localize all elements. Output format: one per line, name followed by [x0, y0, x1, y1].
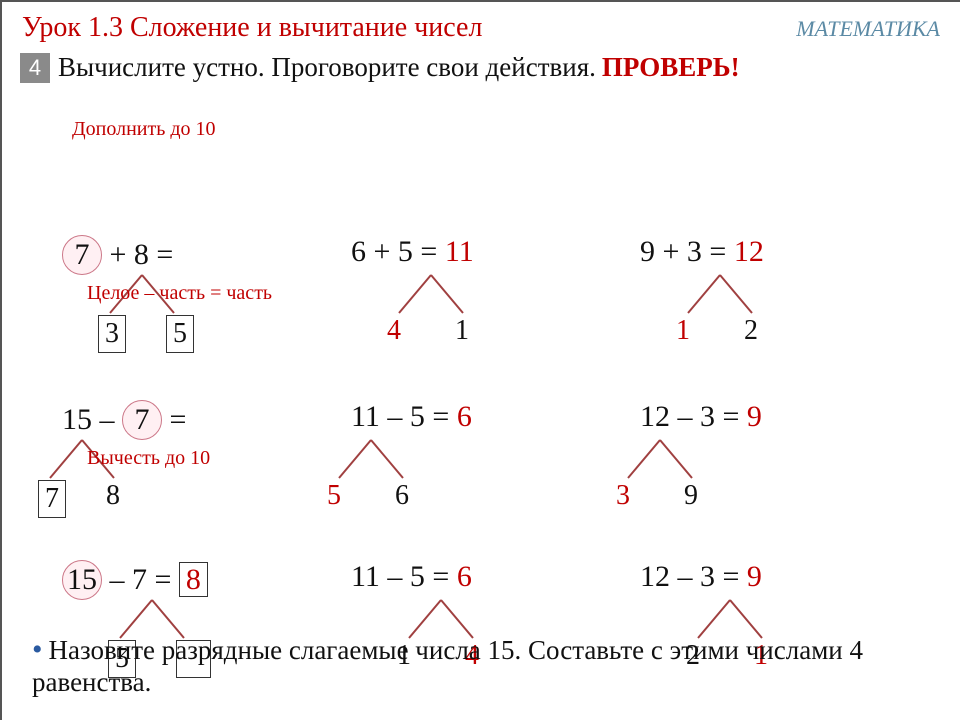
- split-right: 2: [744, 315, 758, 347]
- operand-b: 5: [410, 400, 425, 433]
- operand-b: 5: [410, 560, 425, 593]
- operand-a: 12: [640, 560, 670, 593]
- operand-a: 6: [351, 235, 366, 268]
- equals: =: [432, 400, 449, 433]
- expression: 12 – 3 = 9: [640, 560, 762, 594]
- operator: –: [387, 400, 402, 433]
- split-left: 3: [98, 315, 126, 353]
- split-left: 7: [38, 480, 66, 518]
- problem-cell: 12 – 3 = 939: [640, 388, 920, 528]
- answer: 12: [734, 235, 764, 268]
- split-right: 5: [166, 315, 194, 353]
- operator: +: [110, 238, 127, 271]
- task-number-badge: 4: [20, 53, 50, 83]
- operator: +: [663, 235, 680, 268]
- operand-a: 15: [62, 403, 92, 436]
- problem-cell: 11 – 5 = 656: [351, 388, 631, 528]
- answer: 6: [457, 560, 472, 593]
- expression: 9 + 3 = 12: [640, 235, 764, 269]
- expression: 12 – 3 = 9: [640, 400, 762, 434]
- operator: +: [374, 235, 391, 268]
- subject-label: МАТЕМАТИКА: [796, 16, 940, 42]
- equals: =: [723, 400, 740, 433]
- equals: =: [156, 238, 173, 271]
- split-right: 8: [106, 480, 120, 512]
- task-text: Вычислите устно. Проговорите свои действ…: [58, 52, 596, 83]
- answer: 9: [747, 560, 762, 593]
- operand-b: 8: [134, 238, 149, 271]
- equals: =: [723, 560, 740, 593]
- split-left: 4: [387, 315, 401, 347]
- check-label: ПРОВЕРЬ!: [602, 52, 740, 83]
- operand-b: 7: [132, 563, 147, 596]
- operand-b: 3: [700, 400, 715, 433]
- operand-a: 11: [351, 560, 380, 593]
- operand-b: 3: [700, 560, 715, 593]
- answer: 8: [179, 562, 208, 597]
- operand-a: 11: [351, 400, 380, 433]
- operand-a: 12: [640, 400, 670, 433]
- equals: =: [170, 403, 187, 436]
- hint-2: Целое – часть = часть: [87, 282, 272, 305]
- answer: 6: [457, 400, 472, 433]
- split-left: 5: [327, 480, 341, 512]
- lesson-title: Урок 1.3 Сложение и вычитание чисел: [22, 12, 482, 44]
- expression: 11 – 5 = 6: [351, 560, 472, 594]
- split-right: 9: [684, 480, 698, 512]
- answer: 9: [747, 400, 762, 433]
- equals: =: [155, 563, 172, 596]
- operator: –: [110, 563, 125, 596]
- hint-1: Дополнить до 10: [72, 118, 216, 141]
- split-left: 1: [676, 315, 690, 347]
- answer: 11: [445, 235, 474, 268]
- split-left: 3: [616, 480, 630, 512]
- operator: –: [678, 400, 693, 433]
- expression: 11 – 5 = 6: [351, 400, 472, 434]
- operand-b: 3: [687, 235, 702, 268]
- hint-3: Вычесть до 10: [87, 447, 210, 470]
- operand-b: 5: [398, 235, 413, 268]
- operator: –: [387, 560, 402, 593]
- split-right: 6: [395, 480, 409, 512]
- problem-cell: 6 + 5 = 11 4 1: [351, 223, 631, 363]
- problem-cell: 9 + 3 = 1212: [640, 223, 920, 363]
- equals: =: [432, 560, 449, 593]
- operator: –: [678, 560, 693, 593]
- footer-task: •Назовите разрядные слагаемые числа 15. …: [32, 633, 940, 698]
- equals: =: [420, 235, 437, 268]
- operator: –: [100, 403, 115, 436]
- bullet-icon: •: [32, 633, 43, 666]
- split-right: 1: [455, 315, 469, 347]
- operand-a: 9: [640, 235, 655, 268]
- equals: =: [709, 235, 726, 268]
- expression: 6 + 5 = 11: [351, 235, 474, 269]
